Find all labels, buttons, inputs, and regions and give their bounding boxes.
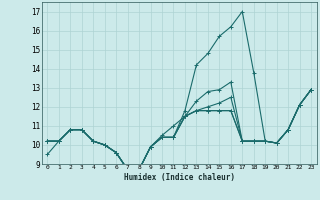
X-axis label: Humidex (Indice chaleur): Humidex (Indice chaleur): [124, 173, 235, 182]
